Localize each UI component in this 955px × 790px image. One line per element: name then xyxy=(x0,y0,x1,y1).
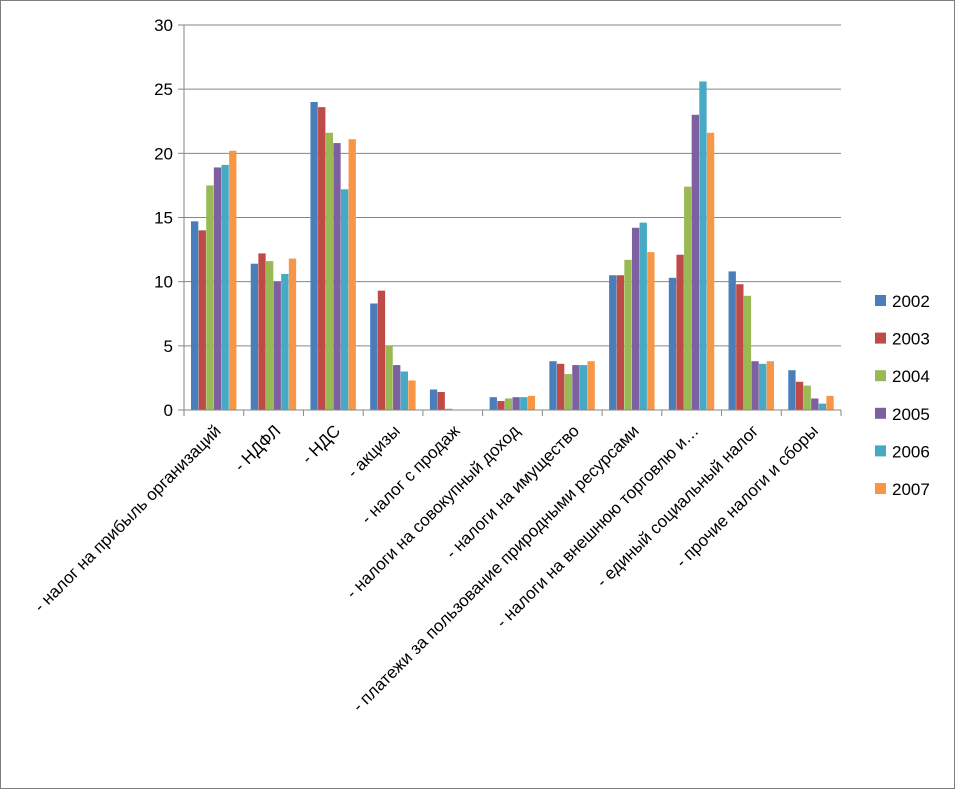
bar-2007-8 xyxy=(706,132,715,411)
bar-2006-7 xyxy=(639,222,647,410)
bar-2006-3 xyxy=(400,371,408,410)
bar-2005-6 xyxy=(572,365,580,410)
bar-2007-2 xyxy=(348,139,356,410)
bar-2002-8 xyxy=(668,277,677,410)
bar-2003-6 xyxy=(556,363,565,410)
bar-2007-10 xyxy=(826,395,834,410)
bar-2007-3 xyxy=(408,380,416,410)
bar-2007-0 xyxy=(229,150,237,410)
bar-2002-6 xyxy=(549,361,557,410)
legend-label: 2007 xyxy=(892,480,930,499)
bar-2006-10 xyxy=(818,403,827,410)
legend-label: 2003 xyxy=(892,330,930,349)
bar-2006-0 xyxy=(221,164,229,410)
bar-2004-9 xyxy=(743,295,752,410)
bar-2005-0 xyxy=(213,167,222,410)
bar-2005-3 xyxy=(393,365,401,410)
bar-2006-8 xyxy=(699,81,707,410)
bar-2003-7 xyxy=(616,275,625,410)
bar-2005-7 xyxy=(631,227,640,410)
bar-2002-2 xyxy=(310,102,318,410)
x-category-label: - НДС xyxy=(298,421,344,467)
bar-2003-10 xyxy=(795,381,804,410)
bar-2002-1 xyxy=(250,263,259,410)
bar-2003-5 xyxy=(497,401,505,410)
bar-2005-1 xyxy=(273,281,281,410)
legend-swatch-2002 xyxy=(875,295,886,306)
x-category-label: - налог на прибыль организаций xyxy=(30,421,224,615)
bar-2006-6 xyxy=(579,365,588,410)
y-tick-label: 5 xyxy=(164,337,173,356)
y-tick-label: 30 xyxy=(154,16,173,35)
legend-label: 2005 xyxy=(892,405,930,424)
bar-2002-7 xyxy=(609,275,617,410)
bar-2003-3 xyxy=(377,290,386,410)
bar-2005-10 xyxy=(811,398,819,410)
bar-2003-1 xyxy=(258,253,266,410)
bar-2005-2 xyxy=(333,143,341,410)
legend-swatch-2005 xyxy=(875,407,886,419)
legend-swatch-2004 xyxy=(875,370,886,382)
bar-2002-0 xyxy=(191,221,199,410)
bar-2003-2 xyxy=(318,107,326,410)
y-tick-label: 25 xyxy=(154,80,173,99)
x-axis-labels: - налог на прибыль организаций - НДФЛ - НД… xyxy=(30,421,822,716)
legend-label: 2004 xyxy=(892,367,930,386)
bar-2007-1 xyxy=(288,258,297,410)
bar-2006-1 xyxy=(281,273,289,410)
legend: 2002 2003 2004 2005 2006 2007 xyxy=(875,292,930,499)
bar-2003-9 xyxy=(736,284,744,410)
bar-2004-7 xyxy=(624,259,632,410)
y-axis-ticks: 0 5 10 15 20 25 30 xyxy=(154,16,184,420)
bar-2002-10 xyxy=(788,370,796,410)
bar-2004-10 xyxy=(803,385,811,410)
bar-2003-8 xyxy=(676,254,684,410)
y-tick-label: 20 xyxy=(154,144,173,163)
legend-swatch-2007 xyxy=(875,483,886,494)
legend-swatch-2006 xyxy=(875,445,886,457)
bar-2002-9 xyxy=(728,271,736,410)
legend-label: 2006 xyxy=(892,442,930,461)
bar-2007-6 xyxy=(587,361,595,410)
bar-2004-1 xyxy=(265,261,274,410)
legend-swatch-2003 xyxy=(875,332,886,344)
bar-2006-2 xyxy=(340,189,349,410)
bar-2003-4 xyxy=(437,392,445,410)
bar-2004-4 xyxy=(445,408,453,410)
bar-2004-6 xyxy=(564,374,572,410)
bar-2004-3 xyxy=(385,345,393,410)
bar-2007-9 xyxy=(766,361,774,410)
bar-2002-3 xyxy=(370,303,378,410)
y-tick-label: 10 xyxy=(154,273,173,292)
bar-2004-8 xyxy=(684,186,692,410)
bar-2003-0 xyxy=(198,230,206,410)
bar-2002-4 xyxy=(429,389,438,410)
legend-label: 2002 xyxy=(892,292,930,311)
x-category-label: - НДФЛ xyxy=(230,421,284,475)
bar-2004-2 xyxy=(325,132,334,411)
bar-2005-5 xyxy=(512,397,520,410)
bars xyxy=(191,81,834,411)
x-category-label: - налог с продаж xyxy=(357,421,464,528)
bar-2004-0 xyxy=(206,185,214,410)
bar-2005-8 xyxy=(691,114,699,410)
bar-2007-5 xyxy=(527,395,536,410)
x-category-label: - платежи за пользование природными ресу… xyxy=(349,421,643,715)
bar-2006-9 xyxy=(759,363,767,410)
bar-2004-5 xyxy=(504,398,513,410)
y-tick-label: 15 xyxy=(154,209,173,228)
y-tick-label: 0 xyxy=(164,401,173,420)
x-category-label: - акцизы xyxy=(343,421,403,481)
bar-2007-7 xyxy=(647,252,655,410)
bar-2005-9 xyxy=(751,361,759,410)
bar-2002-5 xyxy=(489,397,497,410)
bar-2006-5 xyxy=(520,397,528,410)
